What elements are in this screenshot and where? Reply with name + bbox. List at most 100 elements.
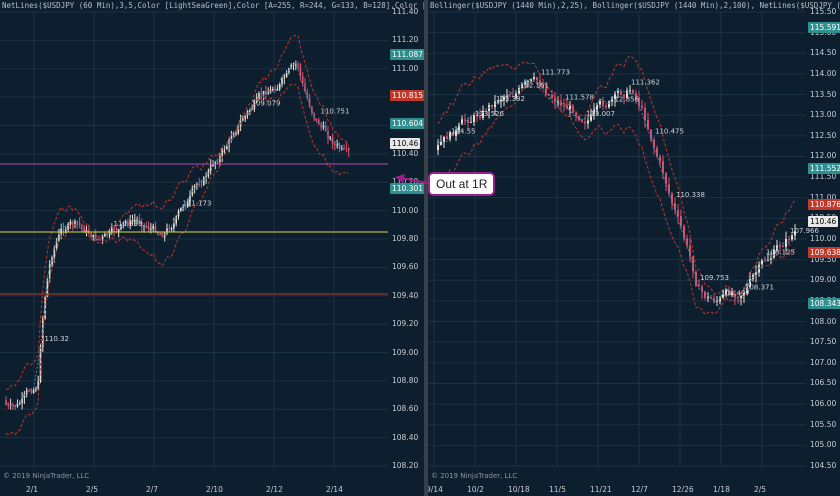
right-chart-panel[interactable]: 114.55 113.526 113.392 112.161 111.773 111.57… [428,0,840,496]
y-tick-label: 111.20 [392,35,419,45]
price-annotation: 108.497 [721,289,750,297]
candle-body [590,114,592,121]
y-tick-label: 108.00 [810,316,837,326]
middle-band [437,78,790,305]
candle-body [131,220,134,222]
left-chart-canvas[interactable]: 110.32 110.399 111.173 109.079 110.751 [0,0,424,496]
price-badge: 110.876 [808,199,840,210]
candle-body [200,184,203,186]
price-annotation: 112.161 [520,82,549,90]
y-tick-label: 110.40 [392,148,419,158]
candle-body [623,94,625,98]
y-tick-label: 110.00 [392,205,419,215]
candle-body [530,79,532,81]
y-tick-label: 109.00 [392,347,419,357]
candle-body [186,201,189,208]
x-tick-label: 2/14 [326,485,343,494]
price-annotation: 110.32 [45,335,70,343]
x-tick-label: 1/18 [713,485,730,494]
candle-body [244,115,246,119]
price-badge: 110.604 [390,118,424,129]
lower-band [437,80,796,316]
candle-body [518,88,520,94]
right-x-axis: 9/14 10/2 10/18 11/5 11/21 12/7 12/26 1/18 2/5 [428,482,840,496]
candle-body [184,207,187,209]
candle-body [692,256,694,272]
price-annotation: 108.125 [766,249,795,257]
candle-body [205,176,207,178]
candle-body [159,234,161,236]
candle-body [656,147,658,157]
candle-body [341,147,343,149]
candle-body [226,146,228,150]
candle-body [452,132,454,136]
candle-body [653,139,655,148]
y-tick-label: 109.20 [392,319,419,329]
y-tick-label: 107.00 [810,357,837,367]
right-chart-canvas[interactable]: 114.55 113.526 113.392 112.161 111.773 111.57… [428,0,840,496]
candle-body [249,109,251,112]
candle-body [755,272,757,275]
candle-body [7,404,10,406]
y-tick-label: 109.40 [392,290,419,300]
candle-body [28,390,30,392]
candle-body [560,101,562,106]
candle-body [614,92,616,100]
candle-body [65,229,67,231]
candle-body [557,101,559,103]
candle-body [794,231,796,236]
candle-body [470,121,472,123]
y-tick-label: 111.00 [392,63,419,73]
candle-body [539,80,541,87]
upper-band [437,55,796,296]
price-annotation: 109.753 [700,274,729,282]
candle-body [345,148,348,150]
price-annotation: 113.526 [475,110,504,118]
candle-body [482,110,484,118]
candle-body [331,137,334,144]
price-annotation: 111.578 [565,94,594,102]
y-tick-label: 106.50 [810,378,837,388]
left-chart-panel[interactable]: 110.32 110.399 111.173 109.079 110.751 NetLi… [0,0,424,496]
candle-body [503,96,505,100]
price-annotation: 108.371 [745,284,774,292]
x-tick-label: 11/5 [549,485,566,494]
candle-body [716,301,718,303]
candle-body [157,231,159,235]
candle-body [647,120,649,130]
candle-body [644,107,646,121]
price-annotation: 110.475 [655,128,684,136]
candle-body [74,221,76,225]
candle-body [198,183,200,185]
candle-body [175,216,177,224]
left-x-axis: 2/1 2/5 2/7 2/10 2/12 2/14 [0,482,424,496]
candle-body [491,105,493,108]
price-annotation: 110.399 [114,220,143,228]
candle-body [515,93,517,97]
panel-divider[interactable] [424,0,428,496]
left-copyright: © 2019 NinjaTrader, LLC [3,472,90,480]
candle-body [166,228,168,234]
candle-body [671,193,673,204]
candle-body [611,99,613,102]
candle-body [770,258,772,260]
candle-body [55,241,58,249]
candle-body [214,162,217,165]
candle-body [437,144,439,150]
candle-body [334,143,336,146]
candle-body [347,148,350,152]
candle-body [272,88,274,90]
candle-body [545,88,547,95]
candle-body [304,83,306,92]
candle-body [37,381,39,389]
candle-body [788,239,790,241]
candle-body [668,184,670,194]
candle-body [14,405,16,407]
candle-body [150,228,152,230]
candle-body [189,195,191,202]
candle-body [782,245,784,247]
candle-body [710,297,712,299]
out-at-1r-callout: Out at 1R [428,172,496,196]
candle-body [617,91,619,93]
candle-body [638,97,640,106]
